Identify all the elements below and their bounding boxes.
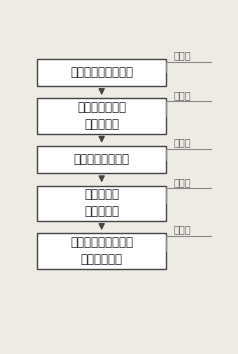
Text: 叶轮结构热应力影响
下的模态分析: 叶轮结构热应力影响 下的模态分析 <box>70 236 133 266</box>
Text: 步骤二: 步骤二 <box>174 90 191 100</box>
Text: 步骤一: 步骤一 <box>174 50 191 60</box>
Text: 步骤五: 步骤五 <box>174 225 191 235</box>
Text: 建立叶轮结构的
有限元模型: 建立叶轮结构的 有限元模型 <box>77 101 126 131</box>
Text: 步骤三: 步骤三 <box>174 137 191 147</box>
Text: 叶轮结构的三维建模: 叶轮结构的三维建模 <box>70 66 133 79</box>
Text: 叶轮结构的
静力学分析: 叶轮结构的 静力学分析 <box>84 188 119 218</box>
Bar <box>37 233 166 269</box>
Bar <box>37 59 166 86</box>
Text: 步骤四: 步骤四 <box>174 177 191 187</box>
Bar <box>37 146 166 173</box>
Bar <box>37 185 166 221</box>
Text: 叶轮结构的热分析: 叶轮结构的热分析 <box>74 153 130 166</box>
Bar <box>37 98 166 134</box>
